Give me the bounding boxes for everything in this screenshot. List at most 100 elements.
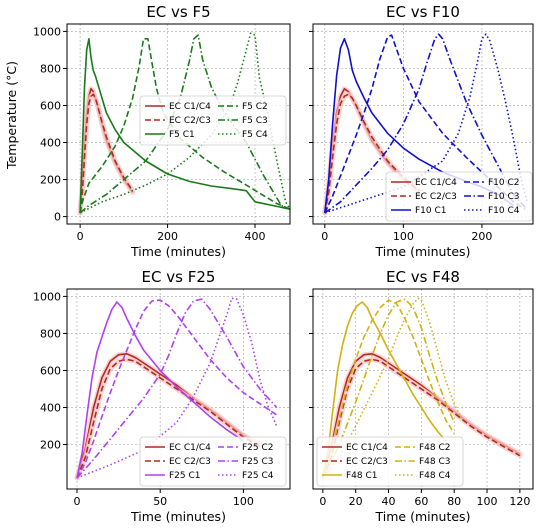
series-line-4 <box>76 298 278 479</box>
y-tick-label-4: 800 <box>40 62 61 75</box>
series-line-2 <box>322 301 447 479</box>
y-tick-label-2: 400 <box>40 137 61 150</box>
x-tick-label-1: 100 <box>393 230 414 243</box>
panel-1: 0 200 400 0 200 400 600 800 1000 EC vs F5 Time (mi… <box>33 3 291 259</box>
series-line-3 <box>76 299 278 479</box>
x-tick-label-2: 40 <box>382 495 396 508</box>
axes-frame <box>312 288 534 490</box>
panel-title: EC vs F25 <box>142 268 216 286</box>
series-line-3 <box>324 34 526 214</box>
legend-label-2: F25 C1 <box>169 471 201 481</box>
y-tick-label-0: 0 <box>54 211 61 224</box>
series-group <box>320 297 523 481</box>
y-tick-label-1: 200 <box>40 174 61 187</box>
x-tick-label-2: 200 <box>471 230 492 243</box>
legend-label-5: F48 C4 <box>419 471 451 481</box>
x-axis-label: Time (minutes) <box>375 509 471 524</box>
legend-label-2: F10 C1 <box>415 206 447 216</box>
series-line-2 <box>79 38 290 213</box>
legend-label-3: F10 C2 <box>488 178 520 188</box>
x-tick-label-1: 200 <box>157 230 178 243</box>
legend-label-1: EC C2/C3 <box>169 457 211 467</box>
legend-label-1: EC C2/C3 <box>346 457 388 467</box>
panel-title: EC vs F48 <box>386 268 460 286</box>
legend-label-0: EC C1/C4 <box>346 443 388 453</box>
legend-label-5: F10 C4 <box>488 206 520 216</box>
legend-label-1: EC C2/C3 <box>169 116 211 126</box>
axes-frame <box>66 23 291 225</box>
x-tick-label-6: 120 <box>509 495 530 508</box>
series-line-5 <box>76 297 278 479</box>
y-tick-label-4: 1000 <box>33 290 61 303</box>
legend-box <box>139 436 287 487</box>
x-tick-label-1: 50 <box>153 495 167 508</box>
x-tick-label-0: 0 <box>73 495 80 508</box>
panel-4: 0 20 40 60 80 100 120 EC vs F48 Time (minutes) EC… <box>309 268 534 524</box>
series-line-4 <box>324 33 526 214</box>
series-line-4 <box>79 34 290 214</box>
series-line-2 <box>76 301 244 479</box>
legend-label-4: F5 C3 <box>242 116 268 126</box>
series-halo-1 <box>320 356 523 481</box>
x-tick-label-3: 60 <box>414 495 428 508</box>
series-line-5 <box>322 297 464 479</box>
x-tick-label-1: 20 <box>349 495 363 508</box>
x-tick-label-5: 100 <box>477 495 498 508</box>
series-line-5 <box>324 33 529 214</box>
legend-label-0: EC C1/C4 <box>169 102 211 112</box>
x-axis-label: Time (minutes) <box>130 509 226 524</box>
axes-frame <box>66 288 291 490</box>
x-tick-label-4: 80 <box>447 495 461 508</box>
legend-label-2: F5 C1 <box>169 130 195 140</box>
x-tick-label-0: 0 <box>319 495 326 508</box>
series-line-3 <box>322 299 455 479</box>
legend: EC C1/C4 EC C2/C3 F25 C1 F25 C2 F25 C3 F25 C4 <box>139 436 287 487</box>
x-tick-label-2: 100 <box>233 495 254 508</box>
legend-label-0: EC C1/C4 <box>415 178 457 188</box>
y-tick-label-5: 1000 <box>33 25 61 38</box>
legend-label-5: F25 C4 <box>242 471 274 481</box>
axes-frame <box>312 23 534 225</box>
legend: EC C1/C4 EC C2/C3 F10 C1 F10 C2 F10 C3 F10 C4 <box>385 171 533 222</box>
legend-label-4: F48 C3 <box>419 457 451 467</box>
series-line-1 <box>76 358 261 479</box>
legend-label-4: F10 C3 <box>488 192 520 202</box>
y-tick-label-3: 800 <box>40 327 61 340</box>
series-line-4 <box>322 298 455 479</box>
legend-box <box>316 436 464 487</box>
legend-label-3: F5 C2 <box>242 102 268 112</box>
x-tick-label-2: 400 <box>245 230 266 243</box>
legend-label-5: F5 C4 <box>242 130 268 140</box>
series-line-3 <box>79 38 290 214</box>
legend-label-3: F48 C2 <box>419 443 451 453</box>
legend-label-1: EC C2/C3 <box>415 192 457 202</box>
x-axis-label: Time (minutes) <box>130 244 226 259</box>
x-axis-label: Time (minutes) <box>375 244 471 259</box>
legend-box <box>139 95 287 146</box>
legend-label-3: F25 C2 <box>242 443 274 453</box>
series-line-5 <box>79 32 290 214</box>
series-group <box>322 33 529 216</box>
panel-title: EC vs F10 <box>386 3 460 21</box>
legend-label-2: F48 C1 <box>346 471 378 481</box>
legend-box <box>385 171 533 222</box>
legend-label-0: EC C1/C4 <box>169 443 211 453</box>
series-group <box>77 32 290 216</box>
y-tick-label-0: 200 <box>40 439 61 452</box>
legend: EC C1/C4 EC C2/C3 F48 C1 F48 C2 F48 C3 F48 C4 <box>316 436 464 487</box>
series-line-1 <box>79 93 134 213</box>
figure-ylabel: Temperature (°C) <box>4 61 19 170</box>
y-tick-label-2: 600 <box>40 364 61 377</box>
legend: EC C1/C4 EC C2/C3 F5 C1 F5 C2 F5 C3 F5 C4 <box>139 95 287 146</box>
series-group <box>74 297 278 481</box>
panel-3: 0 50 100 200 400 600 800 1000 EC vs F25 Time (min… <box>33 268 291 524</box>
panel-title: EC vs F5 <box>146 3 210 21</box>
x-tick-label-0: 0 <box>321 230 328 243</box>
y-tick-label-3: 600 <box>40 99 61 112</box>
x-tick-label-0: 0 <box>77 230 84 243</box>
legend-label-4: F25 C3 <box>242 457 274 467</box>
y-tick-label-1: 400 <box>40 402 61 415</box>
series-halo-1 <box>322 91 422 216</box>
